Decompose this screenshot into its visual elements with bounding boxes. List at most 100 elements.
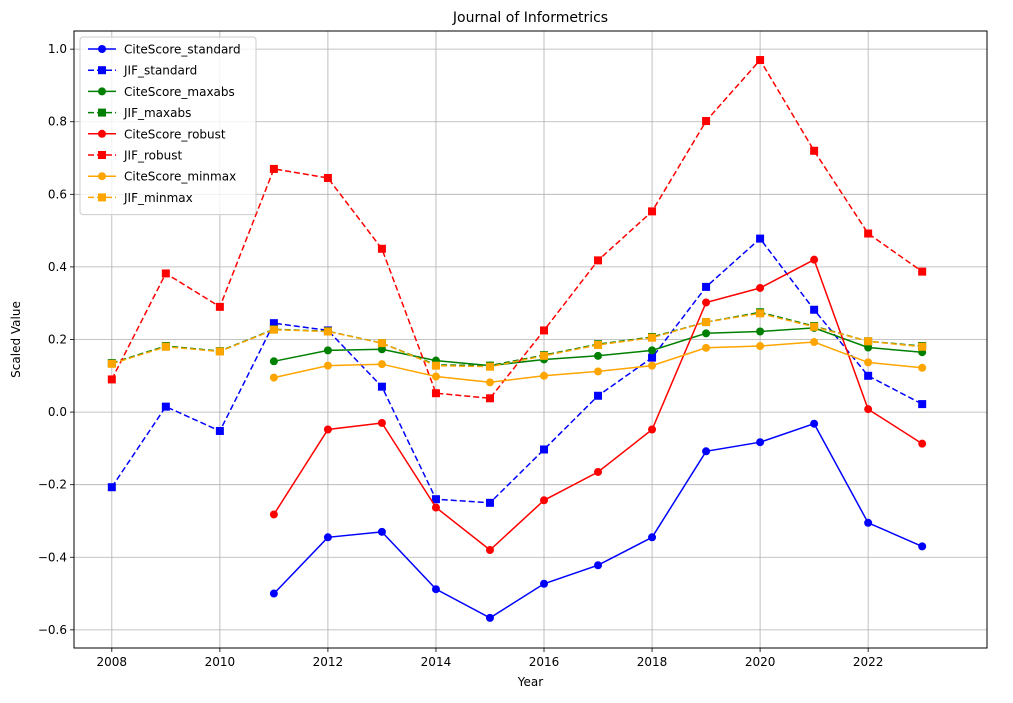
data-point <box>756 56 765 65</box>
x-tick-label: 2016 <box>529 655 560 669</box>
data-point <box>107 483 116 492</box>
data-point <box>431 361 440 370</box>
legend-label: CiteScore_minmax <box>124 170 236 184</box>
data-point <box>485 394 494 403</box>
data-point <box>810 338 819 347</box>
data-point <box>918 363 927 372</box>
x-axis-label: Year <box>517 675 543 689</box>
data-point <box>161 342 170 351</box>
grid <box>74 31 987 648</box>
data-point <box>431 503 440 512</box>
series-group <box>107 56 927 622</box>
legend-entry: CiteScore_robust <box>88 127 226 141</box>
data-point <box>540 579 549 588</box>
data-point <box>594 391 603 400</box>
legend-entry: JIF_standard <box>88 64 197 78</box>
data-point <box>648 533 657 542</box>
data-point <box>864 405 873 414</box>
legend: CiteScore_standard JIF_standard CiteScore_… <box>79 36 257 216</box>
data-point <box>269 164 278 173</box>
data-point <box>648 361 657 370</box>
legend-label: CiteScore_standard <box>124 43 241 57</box>
legend-label: CiteScore_robust <box>124 127 226 141</box>
x-tick-label: 2008 <box>97 655 128 669</box>
data-point <box>161 402 170 411</box>
legend-marker <box>98 151 106 159</box>
data-point <box>594 256 603 265</box>
data-point <box>431 372 440 381</box>
data-point <box>918 542 927 551</box>
y-tick-label: 0.2 <box>48 333 67 347</box>
data-point <box>756 234 765 243</box>
legend-entry: JIF_maxabs <box>88 106 191 120</box>
data-point <box>864 337 873 346</box>
x-tick-label: 2010 <box>205 655 236 669</box>
data-point <box>864 371 873 380</box>
y-tick-label: 0.0 <box>48 405 67 419</box>
legend-box <box>79 36 257 216</box>
data-point <box>702 343 711 352</box>
legend-label: CiteScore_maxabs <box>124 85 235 99</box>
data-point <box>431 495 440 504</box>
series-CiteScore_robust <box>269 255 927 555</box>
data-point <box>594 367 603 376</box>
data-point <box>648 425 657 434</box>
x-tick-label: 2020 <box>745 655 776 669</box>
data-point <box>864 358 873 367</box>
series-JIF_robust <box>107 56 927 403</box>
x-tick-label: 2018 <box>637 655 668 669</box>
y-tick-label: 1.0 <box>48 42 67 56</box>
data-point <box>269 357 278 366</box>
y-tick-label: −0.6 <box>38 623 67 637</box>
data-point <box>485 378 494 387</box>
legend-marker <box>98 172 106 181</box>
legend-entry: JIF_minmax <box>88 191 193 205</box>
legend-entry: JIF_robust <box>88 149 182 163</box>
legend-label: JIF_standard <box>123 64 197 78</box>
data-point <box>269 510 278 519</box>
data-point <box>810 305 819 314</box>
data-point <box>485 362 494 371</box>
legend-marker <box>98 45 106 53</box>
data-point <box>810 322 819 331</box>
data-point <box>702 282 711 291</box>
data-point <box>702 329 711 338</box>
data-point <box>594 561 603 570</box>
legend-marker <box>98 193 106 202</box>
data-point <box>107 375 116 384</box>
data-point <box>648 346 657 355</box>
data-point <box>756 327 765 336</box>
data-point <box>215 426 224 435</box>
data-point <box>269 373 278 382</box>
legend-marker <box>98 108 106 117</box>
data-point <box>485 613 494 622</box>
data-point <box>161 269 170 278</box>
data-point <box>377 418 386 427</box>
data-point <box>918 439 927 448</box>
data-point <box>323 425 332 434</box>
data-point <box>810 255 819 264</box>
data-point <box>594 351 603 360</box>
data-point <box>918 400 927 409</box>
data-point <box>431 585 440 594</box>
y-tick-label: 0.6 <box>48 187 67 201</box>
data-point <box>377 244 386 253</box>
data-point <box>864 229 873 238</box>
data-point <box>864 518 873 527</box>
data-point <box>864 343 873 352</box>
data-point <box>485 498 494 507</box>
y-tick-label: −0.4 <box>38 550 67 564</box>
data-point <box>648 353 657 362</box>
data-point <box>810 146 819 155</box>
data-point <box>377 527 386 536</box>
data-point <box>377 339 386 348</box>
data-point <box>269 319 278 328</box>
data-point <box>377 382 386 391</box>
y-tick-label: −0.2 <box>38 478 67 492</box>
data-point <box>918 342 927 351</box>
data-point <box>594 340 603 349</box>
data-point <box>702 447 711 456</box>
series-JIF_minmax <box>107 309 927 371</box>
